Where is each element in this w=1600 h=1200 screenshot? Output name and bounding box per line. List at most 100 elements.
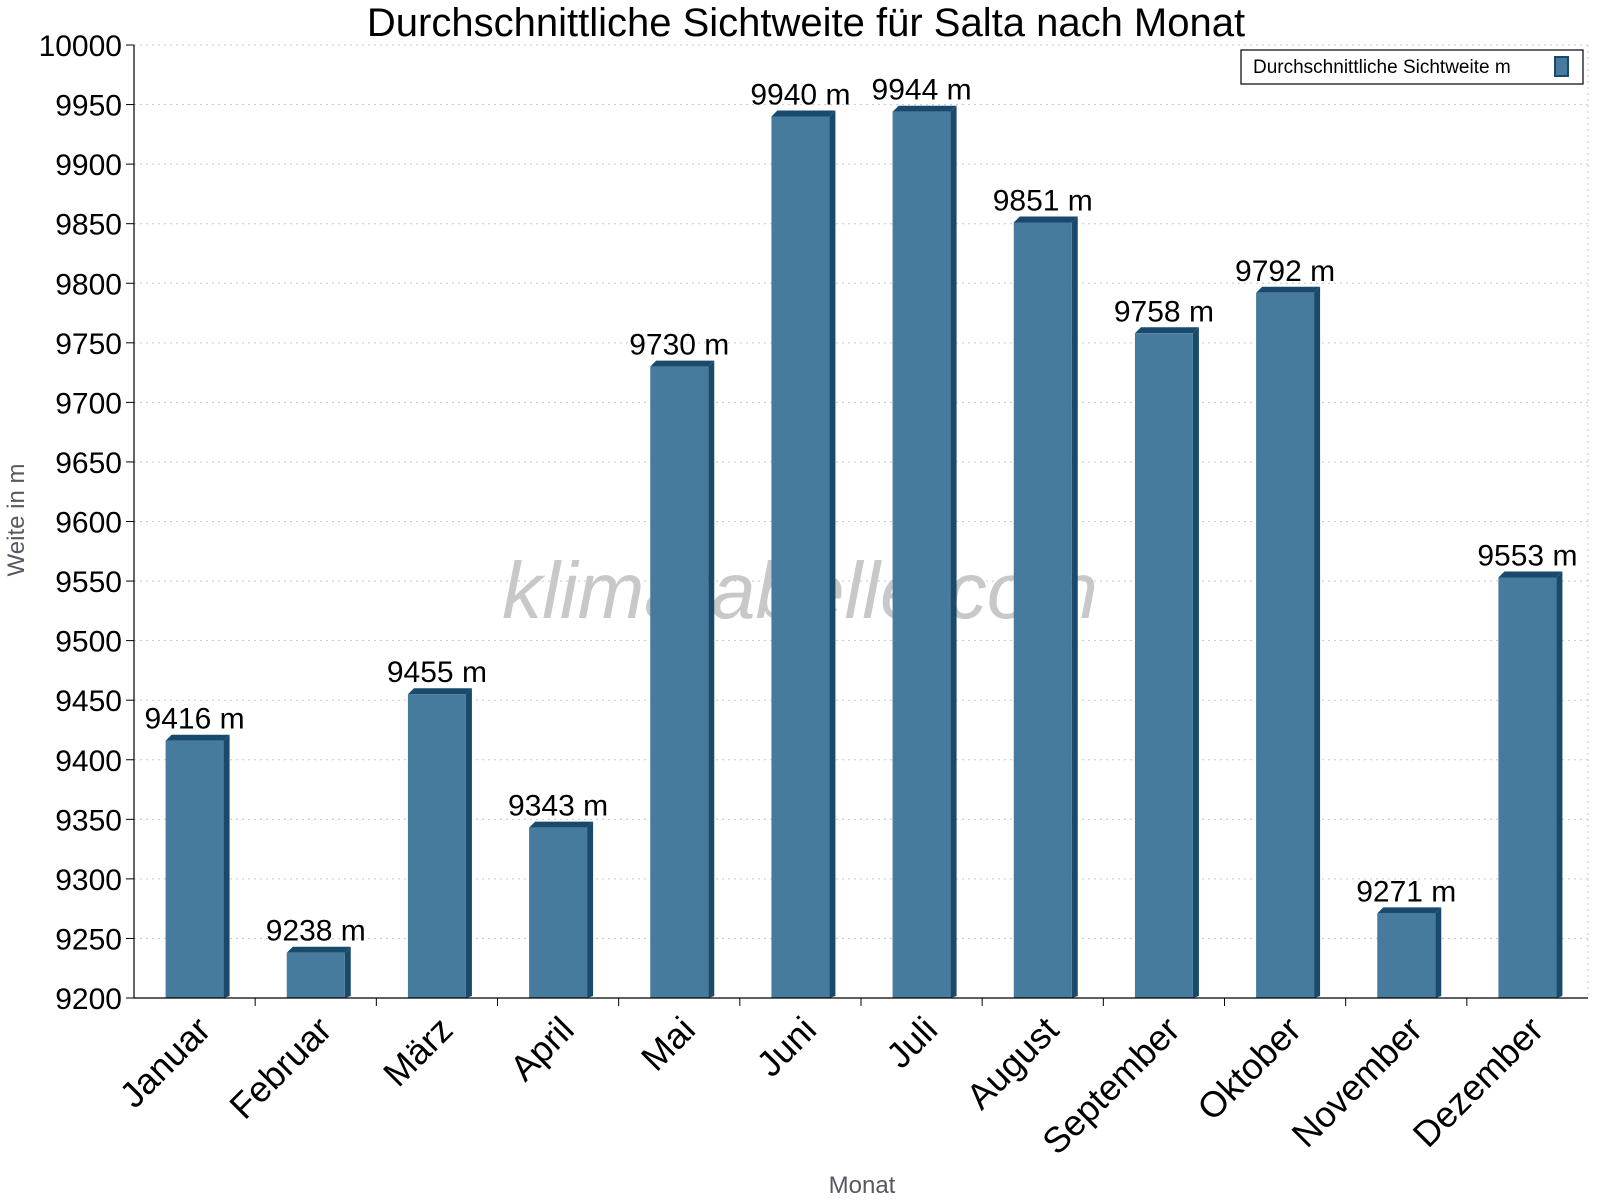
bar: [1013, 216, 1078, 999]
bar-front: [1256, 292, 1315, 998]
value-label: 9851 m: [993, 184, 1093, 217]
x-tick-label: Dezember: [1405, 1009, 1551, 1155]
bar: [650, 360, 715, 998]
bar-side: [587, 821, 594, 998]
bar: [771, 110, 836, 999]
bar-side: [1192, 327, 1199, 999]
axes: [126, 44, 1589, 1006]
bar-top: [650, 360, 715, 367]
y-axis-label: Weite in m: [3, 464, 30, 577]
bar-top: [407, 688, 472, 695]
value-label: 9940 m: [750, 78, 850, 111]
value-label: 9343 m: [508, 790, 608, 823]
bar-top: [529, 821, 594, 828]
bars: [165, 105, 1563, 999]
bar-side: [223, 734, 230, 998]
y-tick-label: 9600: [55, 507, 122, 540]
y-tick-label: 9550: [55, 566, 122, 599]
value-label: 9944 m: [872, 74, 972, 107]
bar: [286, 946, 351, 998]
x-tick-labels: Januar Februar März April Mai Juni Juli AugustS…: [111, 1009, 1551, 1163]
y-tick-label: 9300: [55, 864, 122, 897]
y-tick-label: 9950: [55, 90, 122, 123]
value-label: 9758 m: [1114, 295, 1214, 328]
x-tick-label: April: [502, 1009, 582, 1089]
bar-top: [1498, 571, 1563, 578]
bar-side: [1071, 216, 1078, 999]
bar-top: [1377, 907, 1442, 914]
value-labels: 9416 m 9238 m 9455 m 9343 m 9730 m 9940 m 9944…: [145, 74, 1578, 948]
bar: [1134, 327, 1199, 999]
y-tick-label: 9500: [55, 626, 122, 659]
bar-front: [892, 111, 951, 998]
value-label: 9455 m: [387, 656, 487, 689]
y-tick-label: 9750: [55, 328, 122, 361]
bar-top: [1134, 327, 1199, 334]
y-tick-label: 9850: [55, 209, 122, 242]
bar-top: [771, 110, 836, 117]
x-tick-label: Oktober: [1189, 1009, 1309, 1129]
bar-front: [407, 694, 466, 998]
y-tick-label: 9350: [55, 804, 122, 837]
y-tick-labels: 9200 9250 9300 9350 9400 9450 9500 9550 9600 9650…: [39, 30, 122, 1016]
bar-side: [708, 360, 715, 998]
x-tick-label: Juli: [878, 1009, 945, 1076]
legend-swatch: [1554, 56, 1569, 77]
y-tick-label: 9400: [55, 745, 122, 778]
x-axis-label: Monat: [829, 1172, 896, 1199]
x-tick-label: November: [1283, 1009, 1429, 1155]
value-label: 9271 m: [1356, 875, 1456, 908]
bar-front: [165, 740, 224, 998]
bar-side: [344, 946, 351, 998]
bar: [407, 688, 472, 998]
y-tick-label: 9700: [55, 387, 122, 420]
bar-top: [1256, 286, 1321, 293]
bar: [165, 734, 230, 998]
bar-front: [1377, 913, 1436, 998]
value-label: 9792 m: [1235, 255, 1335, 288]
bar-front: [529, 827, 588, 998]
x-tick-label: März: [375, 1009, 461, 1095]
bar-top: [165, 734, 230, 741]
value-label: 9730 m: [629, 329, 729, 362]
y-tick-label: 9650: [55, 447, 122, 480]
bar-front: [1013, 222, 1072, 999]
x-tick-label: Mai: [633, 1009, 703, 1079]
bar-side: [829, 110, 836, 999]
legend-label: Durchschnittliche Sichtweite m: [1253, 57, 1511, 78]
x-tick-label: Juni: [748, 1009, 824, 1085]
bar-side: [465, 688, 472, 998]
bar-top: [1013, 216, 1078, 223]
y-tick-label: 10000: [39, 30, 122, 63]
bar-front: [771, 116, 830, 999]
y-tick-label: 9450: [55, 685, 122, 718]
x-tick-label: Februar: [221, 1009, 339, 1127]
grid-lines: [134, 44, 1588, 939]
bar: [1498, 571, 1563, 998]
chart-title: Durchschnittliche Sichtweite für Salta n…: [367, 1, 1245, 45]
bar: [892, 105, 957, 998]
x-tick-label: Januar: [111, 1009, 218, 1116]
bar-top: [286, 946, 351, 953]
value-label: 9416 m: [145, 703, 245, 736]
bar-side: [950, 105, 957, 998]
x-tick-label: August: [958, 1009, 1066, 1117]
bar: [1377, 907, 1442, 998]
bar-front: [650, 366, 709, 998]
bar: [1256, 286, 1321, 998]
y-tick-label: 9900: [55, 149, 122, 182]
bar-side: [1314, 286, 1321, 998]
bar-top: [892, 105, 957, 112]
bar-front: [1498, 577, 1557, 998]
y-tick-label: 9800: [55, 268, 122, 301]
value-label: 9553 m: [1477, 539, 1577, 572]
bar: [529, 821, 594, 998]
bar-side: [1435, 907, 1442, 998]
y-tick-label: 9200: [55, 983, 122, 1016]
legend: Durchschnittliche Sichtweite m: [1240, 49, 1584, 85]
legend-box: [1240, 49, 1584, 85]
bar-front: [1134, 333, 1193, 999]
bar-front: [286, 952, 345, 998]
bar-side: [1556, 571, 1563, 998]
